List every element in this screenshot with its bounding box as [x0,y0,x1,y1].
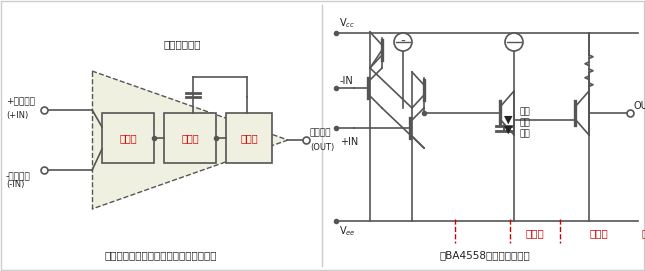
Text: 出力段: 出力段 [240,133,258,143]
Text: 出力端子: 出力端子 [310,128,332,137]
Text: +IN: +IN [340,137,358,147]
Text: (OUT): (OUT) [310,143,334,152]
Text: 「一般的なオペアンプの内部回路構成」: 「一般的なオペアンプの内部回路構成」 [104,250,217,260]
Text: 位相補償容量: 位相補償容量 [163,39,201,49]
Text: 利得段: 利得段 [526,228,544,238]
Text: -入力端子: -入力端子 [6,172,31,181]
Text: 利得段: 利得段 [181,133,199,143]
Text: -: - [401,35,406,49]
Text: 出力段: 出力段 [590,228,608,238]
Text: -IN: -IN [340,76,353,86]
Bar [102,113,154,163]
Bar [226,113,272,163]
Text: 入力段: 入力段 [119,133,137,143]
Text: OUT: OUT [633,101,645,111]
Circle shape [505,33,523,51]
Text: 「BA4558内部等価回路」: 「BA4558内部等価回路」 [440,250,530,260]
Text: 位相
補償
容量: 位相 補償 容量 [520,107,531,138]
Circle shape [394,33,412,51]
Text: (+IN): (+IN) [6,111,28,120]
Text: (-IN): (-IN) [6,180,25,189]
Bar [164,113,216,163]
Text: ▼: ▼ [504,115,512,124]
Text: V$_{cc}$: V$_{cc}$ [339,16,355,30]
Polygon shape [92,71,288,209]
Text: ▼: ▼ [504,124,512,134]
Text: 入力段: 入力段 [641,228,645,238]
Text: +入力端子: +入力端子 [6,98,35,107]
Text: V$_{ee}$: V$_{ee}$ [339,224,356,238]
